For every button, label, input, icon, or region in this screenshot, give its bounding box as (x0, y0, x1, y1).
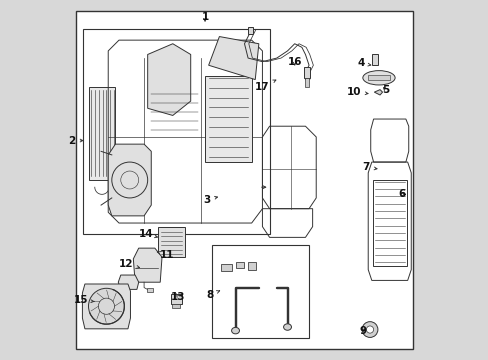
Text: 16: 16 (287, 57, 302, 67)
Bar (235, 262, 244, 268)
Text: 15: 15 (74, 295, 94, 305)
Ellipse shape (231, 327, 239, 334)
Polygon shape (82, 284, 130, 329)
Circle shape (88, 288, 124, 324)
Polygon shape (208, 37, 258, 80)
Bar (367, 75, 389, 80)
Text: 4: 4 (357, 58, 370, 68)
Polygon shape (118, 275, 139, 289)
Text: 9: 9 (359, 325, 366, 336)
Bar (221, 264, 231, 271)
Text: 13: 13 (171, 292, 185, 302)
Text: 6: 6 (398, 189, 405, 199)
Bar (88, 87, 115, 180)
Bar (372, 180, 406, 266)
Bar (247, 262, 255, 270)
Text: 3: 3 (203, 195, 217, 205)
Polygon shape (108, 144, 151, 216)
Text: 17: 17 (254, 80, 275, 92)
Bar (204, 76, 251, 162)
Bar (303, 67, 309, 78)
Polygon shape (133, 248, 162, 282)
Bar (147, 288, 152, 292)
Bar (247, 27, 253, 34)
Bar (304, 78, 308, 87)
Ellipse shape (283, 324, 291, 330)
Text: 5: 5 (382, 85, 389, 95)
Polygon shape (373, 90, 382, 95)
Text: 12: 12 (119, 259, 139, 269)
Bar (171, 294, 182, 304)
Text: 7: 7 (362, 162, 376, 172)
Text: 8: 8 (206, 290, 219, 300)
Bar (83, 30, 269, 234)
Text: 1: 1 (201, 12, 208, 22)
Bar (212, 244, 308, 338)
Text: 2: 2 (68, 136, 83, 145)
Circle shape (366, 326, 373, 333)
Bar (172, 304, 180, 308)
Text: 10: 10 (346, 87, 367, 97)
Polygon shape (147, 44, 190, 116)
Bar (371, 54, 378, 65)
Text: 11: 11 (157, 250, 174, 260)
Bar (158, 226, 185, 257)
Text: 14: 14 (138, 229, 157, 239)
Ellipse shape (362, 71, 394, 85)
Circle shape (362, 321, 377, 337)
